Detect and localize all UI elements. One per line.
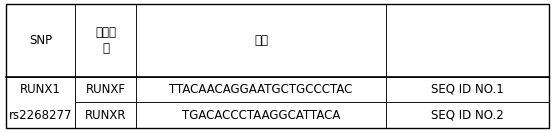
Bar [6,77,75,128]
Bar [137,102,386,128]
Text: 引物名: 引物名 [95,26,117,39]
Text: rs2268277: rs2268277 [9,109,73,122]
Text: TGACACCCTAAGGCATTACA: TGACACCCTAAGGCATTACA [182,109,340,122]
Bar [386,77,549,102]
Text: RUNXR: RUNXR [85,109,127,122]
Text: SEQ ID NO.1: SEQ ID NO.1 [431,83,504,96]
Bar [75,102,137,128]
Text: 序列: 序列 [254,34,268,47]
Text: TTACAACAGGAATGCTGCCCTAC: TTACAACAGGAATGCTGCCCTAC [169,83,353,96]
Text: RUNXF: RUNXF [86,83,126,96]
Bar [75,4,137,77]
Bar [6,4,75,77]
Bar [386,4,549,77]
Text: RUNX1: RUNX1 [21,83,61,96]
Bar [75,77,137,102]
Text: SNP: SNP [29,34,52,47]
Bar [386,102,549,128]
Bar [137,4,386,77]
Text: SEQ ID NO.2: SEQ ID NO.2 [431,109,504,122]
Bar [137,77,386,102]
Text: 称: 称 [103,42,109,55]
